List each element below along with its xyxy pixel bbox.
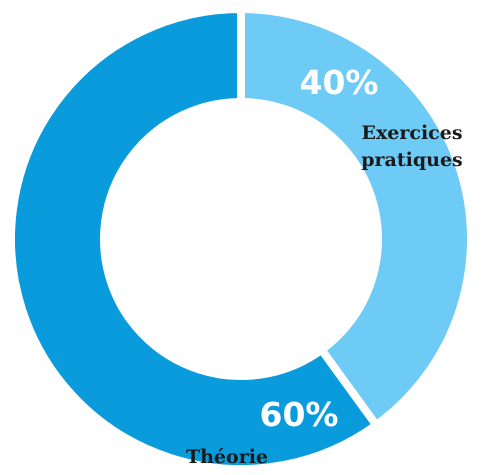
- slice-category-label-theorie: Théorie: [186, 446, 268, 468]
- slice-value-label-theorie: 60%: [260, 395, 339, 434]
- slice-theorie: [7, 4, 382, 473]
- slice-value-label-exercices: 40%: [300, 63, 379, 102]
- donut-slices: [7, 4, 475, 473]
- slice-exercices-pratiques: [237, 4, 475, 431]
- slice-category-label-exercices-line1: Exercices: [361, 122, 462, 144]
- slice-category-label-exercices-line2: pratiques: [361, 149, 463, 171]
